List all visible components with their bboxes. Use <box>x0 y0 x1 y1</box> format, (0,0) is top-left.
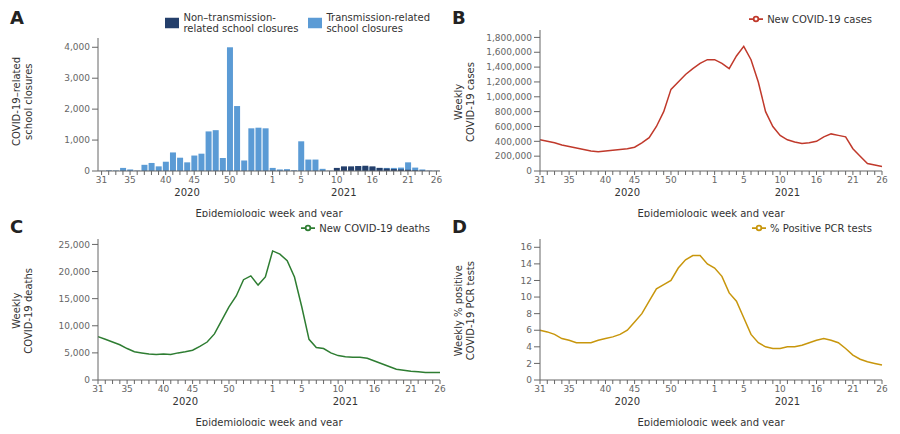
html-text:C: C <box>10 216 24 237</box>
svg-text:40: 40 <box>600 384 612 394</box>
svg-text:2020: 2020 <box>174 187 199 198</box>
svg-text:2021: 2021 <box>333 396 358 407</box>
svg-text:1,000: 1,000 <box>64 135 90 145</box>
svg-text:20,000: 20,000 <box>59 267 91 277</box>
svg-text:1,400,000: 1,400,000 <box>486 62 532 72</box>
svg-text:50: 50 <box>223 384 235 394</box>
svg-text:31: 31 <box>534 384 545 394</box>
svg-text:0: 0 <box>526 166 532 176</box>
svg-text:40: 40 <box>158 384 170 394</box>
svg-text:5: 5 <box>741 384 747 394</box>
svg-text:21: 21 <box>847 175 858 185</box>
svg-text:10: 10 <box>331 175 343 185</box>
svg-text:2: 2 <box>526 359 532 369</box>
svg-text:14: 14 <box>521 259 533 269</box>
svg-text:8: 8 <box>526 309 532 319</box>
svg-text:16: 16 <box>367 175 379 185</box>
html-text:Non–transmission- related scho: Non–transmission- related school closure… <box>183 12 299 34</box>
svg-text:600,000: 600,000 <box>495 122 532 132</box>
svg-text:Epidemiologic week and year: Epidemiologic week and year <box>637 208 785 217</box>
svg-text:1,800,000: 1,800,000 <box>486 33 532 43</box>
svg-text:0: 0 <box>84 166 90 176</box>
html-text:New COVID-19 deaths: New COVID-19 deaths <box>319 222 430 234</box>
svg-text:Epidemiologic week and year: Epidemiologic week and year <box>195 208 343 217</box>
svg-text:5,000: 5,000 <box>64 348 90 358</box>
svg-text:21: 21 <box>847 384 858 394</box>
svg-text:4: 4 <box>526 342 532 352</box>
svg-text:1: 1 <box>270 384 276 394</box>
svg-text:5: 5 <box>299 384 305 394</box>
svg-text:10: 10 <box>774 384 786 394</box>
svg-text:0: 0 <box>84 375 90 385</box>
svg-text:40: 40 <box>600 175 612 185</box>
html-text:COVID-19–related school closur: COVID-19–related school closures <box>11 57 34 146</box>
svg-text:1: 1 <box>712 384 718 394</box>
svg-text:6: 6 <box>526 325 532 335</box>
svg-text:25,000: 25,000 <box>59 240 91 250</box>
svg-text:21: 21 <box>405 384 416 394</box>
svg-text:3,000: 3,000 <box>64 73 90 83</box>
svg-text:12: 12 <box>521 276 532 286</box>
html-text:Weekly % positive COVID-19 PCR: Weekly % positive COVID-19 PCR tests <box>453 260 476 361</box>
html-text:B: B <box>452 7 466 28</box>
svg-text:10: 10 <box>774 175 786 185</box>
svg-text:0: 0 <box>526 375 532 385</box>
svg-text:26: 26 <box>434 384 446 394</box>
svg-text:800,000: 800,000 <box>495 107 532 117</box>
svg-text:2020: 2020 <box>615 396 640 407</box>
svg-text:50: 50 <box>224 175 236 185</box>
svg-text:45: 45 <box>187 384 198 394</box>
svg-text:1,600,000: 1,600,000 <box>486 47 532 57</box>
svg-text:16: 16 <box>811 384 823 394</box>
svg-text:16: 16 <box>521 242 533 252</box>
svg-text:1: 1 <box>270 175 276 185</box>
svg-text:35: 35 <box>563 175 574 185</box>
svg-text:Epidemiologic week and year: Epidemiologic week and year <box>637 417 785 426</box>
svg-text:1,000,000: 1,000,000 <box>486 92 532 102</box>
svg-text:45: 45 <box>629 384 640 394</box>
svg-text:16: 16 <box>811 175 823 185</box>
svg-text:1: 1 <box>712 175 718 185</box>
svg-text:31: 31 <box>534 175 545 185</box>
svg-text:200,000: 200,000 <box>495 151 532 161</box>
svg-text:40: 40 <box>160 175 172 185</box>
svg-text:35: 35 <box>124 175 135 185</box>
svg-text:10: 10 <box>521 292 533 302</box>
svg-text:5: 5 <box>741 175 747 185</box>
svg-text:15,000: 15,000 <box>59 294 91 304</box>
svg-text:35: 35 <box>563 384 574 394</box>
html-text:A: A <box>10 7 24 28</box>
svg-text:26: 26 <box>876 175 888 185</box>
html-text:D: D <box>452 216 467 237</box>
svg-text:Epidemiologic week and year: Epidemiologic week and year <box>195 417 343 426</box>
svg-text:2020: 2020 <box>173 396 198 407</box>
svg-text:45: 45 <box>188 175 199 185</box>
svg-text:50: 50 <box>665 384 677 394</box>
svg-text:5: 5 <box>298 175 304 185</box>
svg-text:10: 10 <box>332 384 344 394</box>
svg-text:400,000: 400,000 <box>495 137 532 147</box>
html-text:Transmission-related school cl: Transmission-related school closures <box>326 12 430 34</box>
svg-text:10,000: 10,000 <box>59 321 91 331</box>
svg-text:2020: 2020 <box>615 187 640 198</box>
svg-text:21: 21 <box>402 175 413 185</box>
svg-text:45: 45 <box>629 175 640 185</box>
svg-text:2021: 2021 <box>775 396 800 407</box>
svg-text:1,200,000: 1,200,000 <box>486 77 532 87</box>
svg-text:16: 16 <box>369 384 381 394</box>
html-text:New COVID-19 cases: New COVID-19 cases <box>767 13 872 25</box>
svg-text:50: 50 <box>665 175 677 185</box>
svg-text:31: 31 <box>92 384 103 394</box>
svg-text:31: 31 <box>96 175 107 185</box>
svg-text:2021: 2021 <box>331 187 356 198</box>
svg-text:26: 26 <box>431 175 443 185</box>
html-text:Weekly COVID-19 cases: Weekly COVID-19 cases <box>453 61 476 142</box>
svg-text:2,000: 2,000 <box>64 104 90 114</box>
svg-text:2021: 2021 <box>775 187 800 198</box>
svg-text:4,000: 4,000 <box>64 42 90 52</box>
html-text:Weekly COVID-19 deaths: Weekly COVID-19 deaths <box>11 267 34 354</box>
svg-text:26: 26 <box>876 384 888 394</box>
svg-text:35: 35 <box>121 384 132 394</box>
html-text:% Positive PCR tests: % Positive PCR tests <box>770 222 872 234</box>
